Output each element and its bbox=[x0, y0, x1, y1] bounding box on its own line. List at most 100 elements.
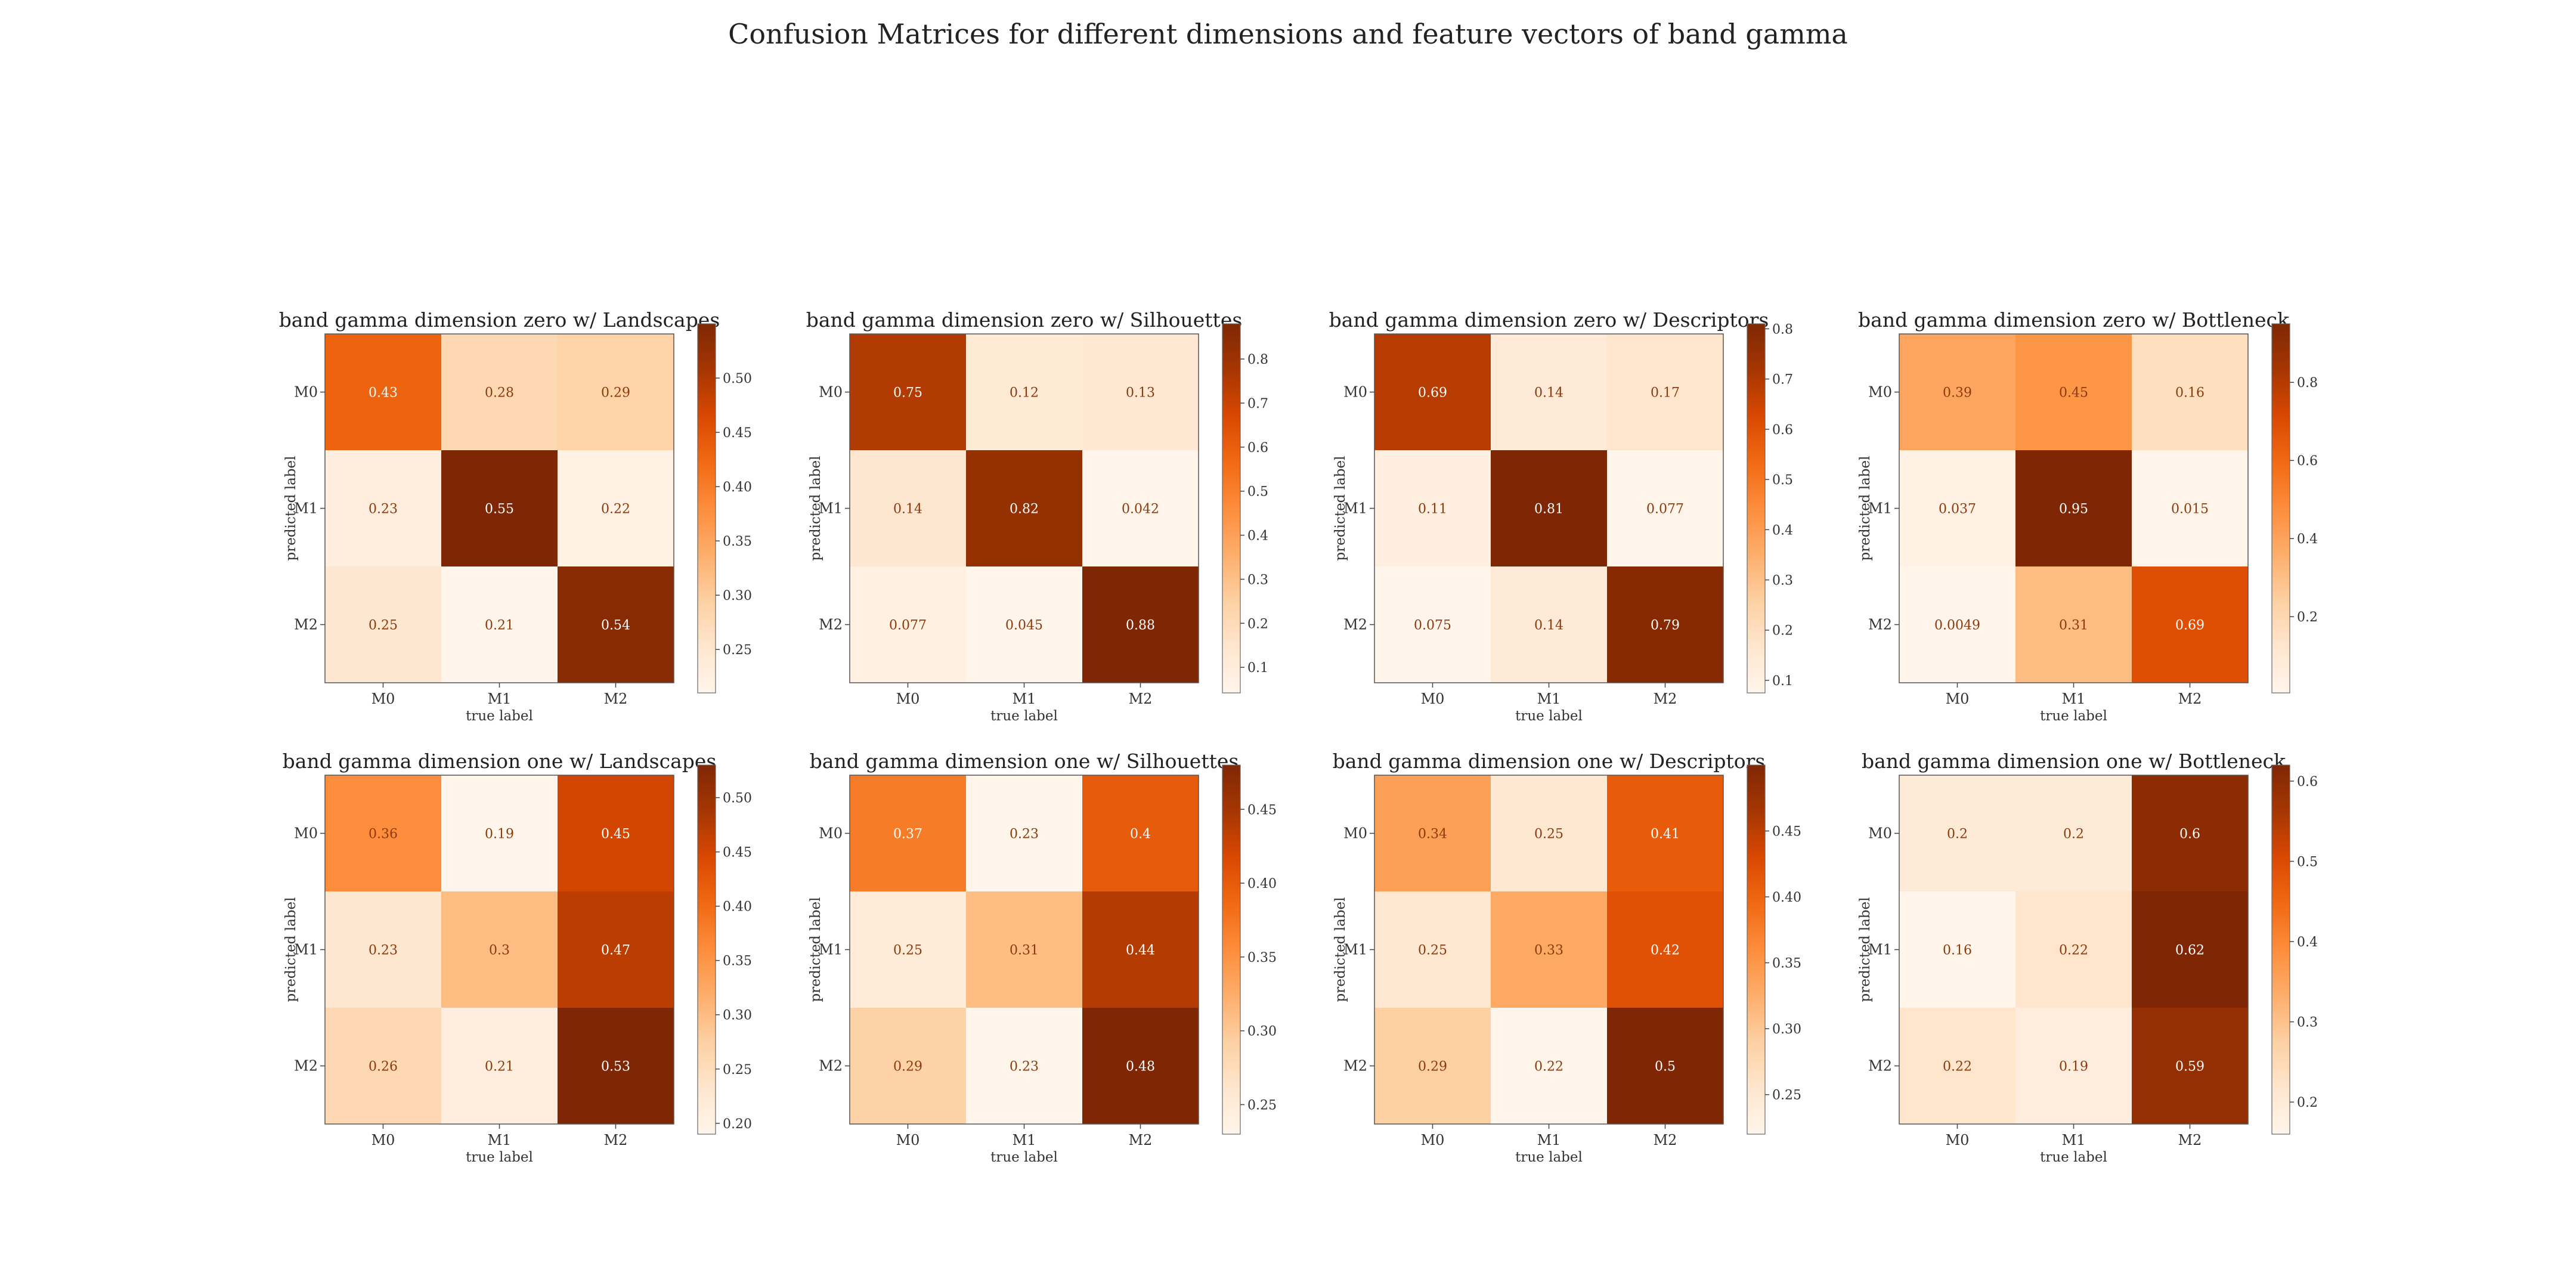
colorbar-tick-label: 0.40 bbox=[723, 900, 752, 915]
x-tick-label: M2 bbox=[2178, 691, 2202, 707]
cell-value-label: 0.36 bbox=[369, 827, 398, 842]
cell-value-label: 0.17 bbox=[1651, 386, 1680, 401]
heatmap-cell bbox=[1082, 891, 1199, 1008]
y-tick-label: M0 bbox=[1868, 384, 1892, 401]
heatmap-cell bbox=[441, 775, 558, 891]
colorbar-tick-label: 0.4 bbox=[2297, 935, 2318, 950]
y-tick-label: M2 bbox=[1868, 1058, 1892, 1075]
x-tick-label: M2 bbox=[1654, 1132, 1677, 1148]
heatmap-cell bbox=[850, 566, 966, 683]
heatmap-cell bbox=[1082, 1008, 1199, 1124]
y-axis-label: predicted label bbox=[808, 897, 823, 1002]
colorbar bbox=[697, 323, 716, 693]
heatmap-cell bbox=[2132, 334, 2248, 450]
cell-value-label: 0.29 bbox=[1418, 1060, 1447, 1075]
colorbar-tick-label: 0.7 bbox=[1772, 373, 1793, 388]
cell-value-label: 0.29 bbox=[601, 386, 630, 401]
heatmap-cell bbox=[1491, 450, 1607, 566]
colorbar-tick-label: 0.35 bbox=[1772, 956, 1801, 971]
heatmap-cell bbox=[325, 450, 441, 566]
x-tick-label: M2 bbox=[1129, 691, 1153, 707]
colorbar-tick-label: 0.2 bbox=[2297, 610, 2318, 625]
panel-title: band gamma dimension zero w/ Silhouettes bbox=[806, 308, 1243, 332]
cell-value-label: 0.0049 bbox=[1934, 618, 1980, 633]
x-tick-label: M0 bbox=[896, 1132, 920, 1148]
heatmap-cell bbox=[966, 775, 1082, 891]
y-tick-label: M2 bbox=[294, 1058, 318, 1075]
colorbar-tick-label: 0.35 bbox=[1247, 950, 1277, 965]
cell-value-label: 0.4 bbox=[1130, 827, 1151, 842]
heatmap-cell bbox=[1374, 566, 1491, 683]
y-tick-label: M1 bbox=[1343, 942, 1367, 958]
x-tick-label: M1 bbox=[488, 691, 512, 707]
cell-value-label: 0.23 bbox=[369, 943, 398, 958]
colorbar-tick-label: 0.45 bbox=[723, 426, 752, 441]
heatmap-cell bbox=[325, 566, 441, 683]
y-tick-label: M0 bbox=[819, 384, 843, 401]
colorbar-tick-label: 0.40 bbox=[1772, 890, 1801, 905]
cell-value-label: 0.81 bbox=[1534, 502, 1563, 517]
cell-value-label: 0.11 bbox=[1418, 502, 1447, 517]
cell-value-label: 0.33 bbox=[1534, 943, 1563, 958]
panel-title: band gamma dimension zero w/ Landscapes bbox=[279, 308, 720, 332]
colorbar-tick-label: 0.3 bbox=[1247, 572, 1268, 587]
y-tick-label: M1 bbox=[294, 500, 318, 517]
heatmap-cell bbox=[1607, 566, 1723, 683]
cell-value-label: 0.79 bbox=[1651, 618, 1680, 633]
colorbar-tick-label: 0.30 bbox=[723, 1008, 752, 1023]
cell-value-label: 0.28 bbox=[485, 386, 514, 401]
colorbar-tick-label: 0.45 bbox=[723, 846, 752, 860]
heatmap-cell bbox=[558, 775, 674, 891]
colorbar-tick-label: 0.4 bbox=[1247, 529, 1268, 544]
heatmap-cell bbox=[966, 1008, 1082, 1124]
x-tick-label: M1 bbox=[1013, 1132, 1036, 1148]
cell-value-label: 0.54 bbox=[601, 618, 630, 633]
confusion-matrix-panel: band gamma dimension zero w/ Landscapes 0… bbox=[279, 308, 752, 724]
x-axis-label: true label bbox=[2040, 708, 2107, 724]
confusion-matrix-panel: band gamma dimension zero w/ Descriptors… bbox=[1329, 308, 1793, 724]
heatmap-cell bbox=[558, 891, 674, 1008]
x-tick-label: M0 bbox=[371, 1132, 395, 1148]
heatmap-cell bbox=[1082, 775, 1199, 891]
heatmap-cell bbox=[850, 450, 966, 566]
colorbar-tick-label: 0.20 bbox=[723, 1117, 752, 1132]
cell-value-label: 0.41 bbox=[1651, 827, 1680, 842]
heatmap-cell bbox=[2132, 775, 2248, 891]
x-tick-label: M1 bbox=[2062, 691, 2086, 707]
y-axis-label: predicted label bbox=[1857, 456, 1873, 561]
cell-value-label: 0.2 bbox=[2063, 827, 2084, 842]
y-tick-label: M2 bbox=[1343, 1058, 1367, 1075]
colorbar-tick-label: 0.25 bbox=[723, 1063, 752, 1078]
cell-value-label: 0.075 bbox=[1414, 618, 1451, 633]
heatmap-cell bbox=[1374, 775, 1491, 891]
heatmap-cell bbox=[441, 891, 558, 1008]
heatmap-cell bbox=[1899, 334, 2015, 450]
cell-value-label: 0.077 bbox=[889, 618, 927, 633]
colorbar bbox=[1747, 764, 1766, 1135]
heatmap-cell bbox=[966, 891, 1082, 1008]
heatmap-cell bbox=[1607, 334, 1723, 450]
cell-value-label: 0.077 bbox=[1646, 502, 1684, 517]
colorbar-tick-label: 0.45 bbox=[1772, 825, 1801, 840]
colorbar-tick-label: 0.6 bbox=[1247, 441, 1268, 456]
heatmap-cell bbox=[1082, 334, 1199, 450]
colorbar-tick-label: 0.25 bbox=[1247, 1098, 1277, 1113]
cell-value-label: 0.62 bbox=[2175, 943, 2205, 958]
y-tick-label: M2 bbox=[819, 617, 843, 633]
heatmap-cell bbox=[1491, 566, 1607, 683]
colorbar-tick-label: 0.4 bbox=[2297, 532, 2318, 547]
colorbar-tick-label: 0.5 bbox=[1247, 485, 1268, 500]
y-axis-label: predicted label bbox=[1333, 456, 1348, 561]
x-tick-label: M2 bbox=[1129, 1132, 1153, 1148]
y-tick-label: M1 bbox=[1343, 500, 1367, 517]
colorbar bbox=[1222, 323, 1241, 693]
heatmap-cell bbox=[2015, 334, 2132, 450]
colorbar bbox=[1222, 764, 1241, 1135]
cell-value-label: 0.042 bbox=[1122, 502, 1159, 517]
y-tick-label: M2 bbox=[1343, 617, 1367, 633]
colorbar-tick-label: 0.50 bbox=[723, 371, 752, 386]
colorbar-tick-label: 0.30 bbox=[1772, 1022, 1801, 1037]
cell-value-label: 0.19 bbox=[2059, 1060, 2088, 1075]
heatmap-cell bbox=[325, 775, 441, 891]
heatmap-cell bbox=[966, 334, 1082, 450]
